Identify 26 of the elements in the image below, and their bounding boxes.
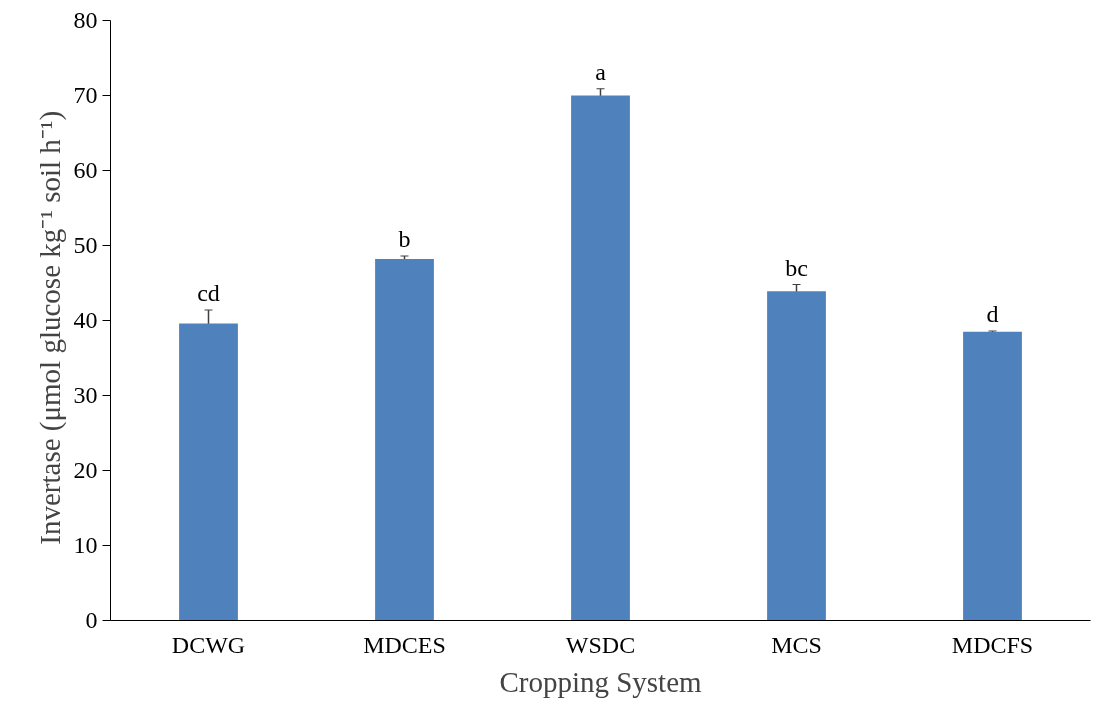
x-tick-label: MDCES: [363, 631, 446, 658]
x-tick-label: DCWG: [171, 631, 246, 658]
y-tick-label: 30: [73, 382, 98, 408]
y-tick-label: 80: [73, 7, 98, 33]
annotation: cd: [197, 280, 220, 306]
x-tick-label: MCS: [771, 631, 822, 658]
bar: [179, 323, 238, 621]
y-tick-label: 0: [85, 607, 98, 633]
y-tick-label: 60: [73, 157, 98, 183]
bar: [571, 95, 630, 621]
bar: [963, 331, 1022, 621]
y-tick-label: 50: [73, 232, 98, 258]
annotation: bc: [785, 254, 808, 281]
y-tick-label: 70: [73, 82, 98, 108]
y-tick-label: 10: [73, 532, 98, 558]
bar: [375, 259, 434, 621]
annotation: a: [595, 58, 607, 85]
y-axis-title: Invertase (μmol glucose kg⁻¹ soil h⁻¹): [33, 110, 67, 545]
y-tick-label: 20: [73, 457, 98, 483]
annotation: b: [398, 226, 411, 252]
x-axis-title: Cropping System: [499, 665, 703, 698]
x-tick-label: WSDC: [565, 631, 636, 658]
y-tick-label: 40: [73, 307, 98, 333]
x-tick-label: MDCFS: [951, 631, 1034, 658]
annotation: d: [986, 301, 999, 327]
bar: [767, 291, 826, 621]
